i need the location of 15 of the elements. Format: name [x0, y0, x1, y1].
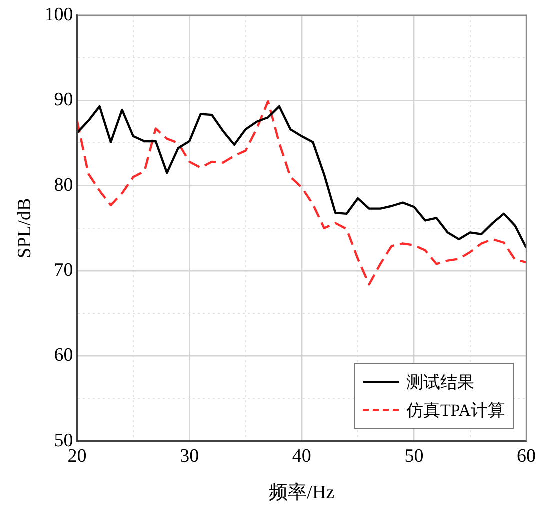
line-series: [77, 100, 526, 286]
x-tick-label: 60: [517, 446, 536, 467]
x-tick-label: 20: [68, 446, 87, 467]
x-axis-title: 频率/Hz: [269, 482, 335, 504]
y-tick-label: 100: [44, 4, 74, 26]
y-tick-label: 80: [54, 174, 74, 196]
x-tick-label: 40: [292, 446, 312, 467]
legend-label: 测试结果: [406, 372, 474, 394]
y-tick-label: 60: [54, 345, 74, 366]
x-tick-label: 30: [180, 446, 200, 467]
y-tick-label: 70: [54, 260, 74, 281]
x-tick-label: 50: [404, 446, 424, 467]
legend-label: 仿真TPA计算: [406, 400, 506, 422]
y-tick-label: 90: [54, 90, 74, 111]
y-axis-title: SPL/dB: [14, 198, 36, 258]
